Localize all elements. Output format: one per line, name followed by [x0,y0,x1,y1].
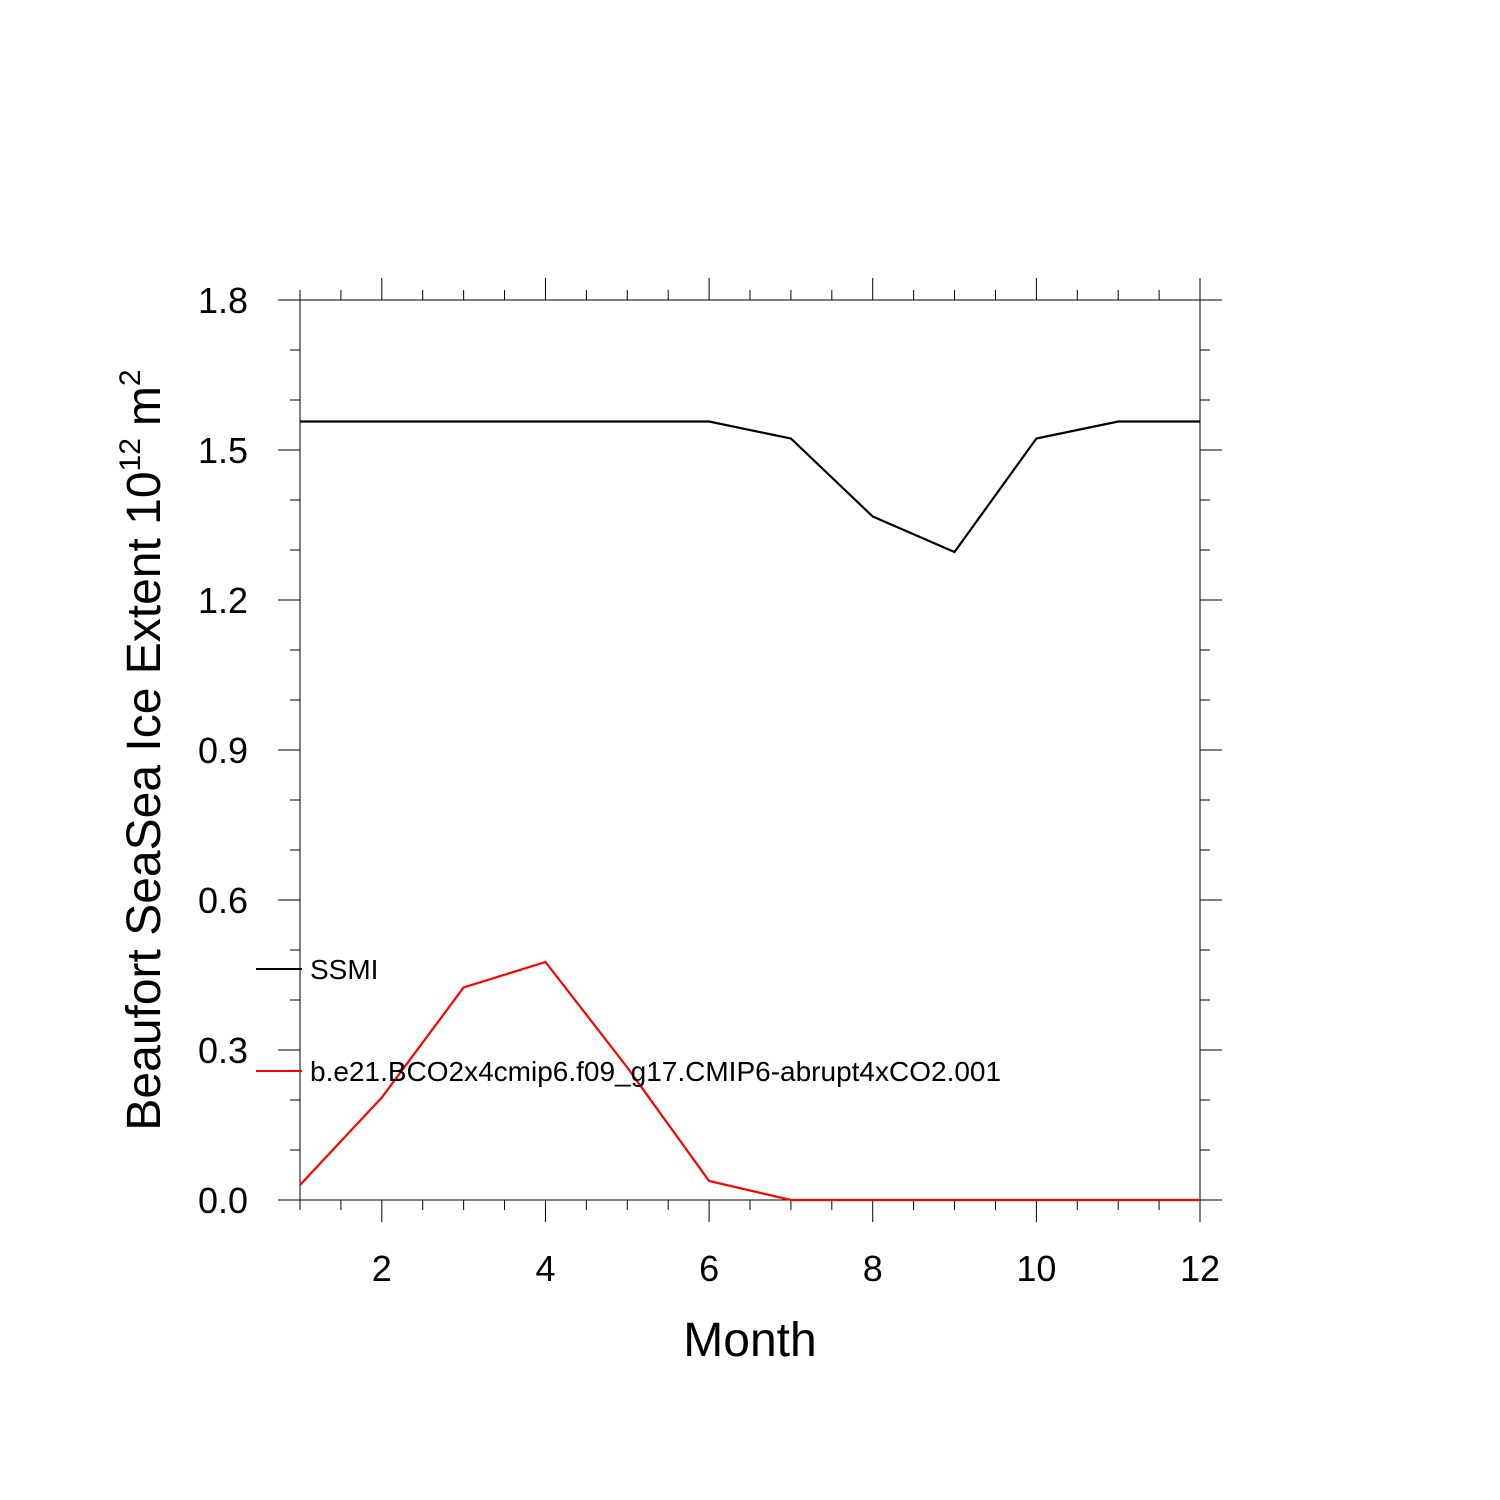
y-axis-title-exponent: 12 [114,438,147,471]
x-tick-label: 2 [372,1248,392,1289]
series-line [299,960,1200,1202]
axis-ticks [278,278,1222,1222]
y-tick-label: 0.3 [198,1030,248,1071]
x-tick-label: 8 [863,1248,883,1289]
y-axis-title-main: Beaufort SeaSea Ice Extent 10 [118,471,171,1130]
series-layer [299,420,1200,1202]
y-axis-title: Beaufort SeaSea Ice Extent 1012 m2 [114,369,171,1130]
x-tick-label: 12 [1180,1248,1220,1289]
x-tick-label: 10 [1016,1248,1056,1289]
y-tick-label: 1.8 [198,280,248,321]
y-axis-title-unit: m [118,386,171,426]
y-tick-label: 0.0 [198,1180,248,1221]
tick-labels: 2 4 6 8 10 12 0.0 0.3 0.6 0.9 1.2 1.5 1.8 [198,280,1220,1289]
legend: SSMI b.e21.BCO2x4cmip6.f09_g17.CMIP6-abru… [256,954,1001,1087]
y-tick-label: 0.9 [198,730,248,771]
y-axis-title-unit-exponent: 2 [114,369,147,386]
legend-label: SSMI [310,954,378,985]
y-tick-label: 0.6 [198,880,248,921]
x-tick-label: 4 [535,1248,555,1289]
x-tick-label: 6 [699,1248,719,1289]
x-axis-title: Month [683,1314,816,1367]
legend-label: b.e21.BCO2x4cmip6.f09_g17.CMIP6-abrupt4x… [310,1056,1001,1087]
y-tick-label: 1.5 [198,430,248,471]
y-tick-label: 1.2 [198,580,248,621]
series-line [300,420,1200,554]
plot-frame [299,299,1201,1201]
